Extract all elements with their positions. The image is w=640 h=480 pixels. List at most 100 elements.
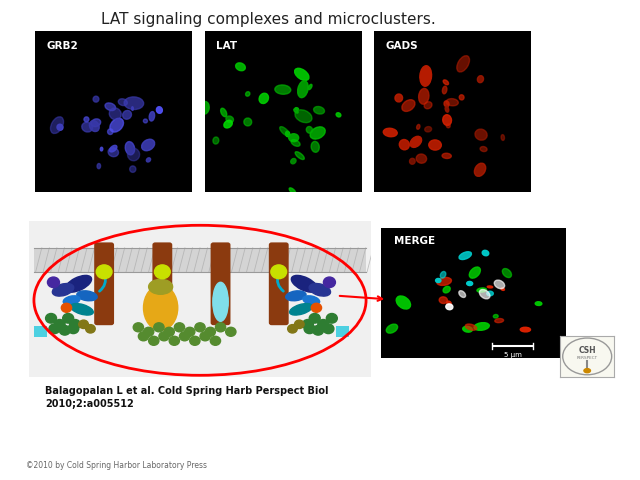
Ellipse shape	[51, 117, 63, 133]
Ellipse shape	[294, 109, 298, 113]
Ellipse shape	[86, 324, 95, 333]
Text: GADS: GADS	[385, 41, 418, 51]
Ellipse shape	[291, 158, 296, 164]
Ellipse shape	[195, 323, 205, 332]
Ellipse shape	[323, 324, 334, 334]
Ellipse shape	[148, 336, 159, 345]
Ellipse shape	[109, 108, 121, 120]
FancyBboxPatch shape	[336, 326, 349, 337]
Ellipse shape	[123, 110, 131, 119]
Ellipse shape	[383, 128, 397, 137]
Ellipse shape	[425, 127, 431, 132]
Ellipse shape	[93, 96, 99, 102]
Ellipse shape	[395, 94, 403, 102]
Ellipse shape	[221, 108, 227, 117]
Ellipse shape	[289, 188, 296, 194]
Ellipse shape	[97, 164, 100, 168]
Ellipse shape	[326, 313, 337, 323]
Ellipse shape	[109, 145, 117, 152]
Ellipse shape	[105, 103, 116, 110]
Ellipse shape	[184, 327, 195, 336]
Ellipse shape	[246, 92, 250, 96]
Ellipse shape	[226, 116, 234, 122]
Ellipse shape	[482, 250, 489, 256]
Ellipse shape	[460, 95, 464, 100]
Ellipse shape	[60, 325, 70, 335]
Ellipse shape	[138, 332, 148, 341]
Ellipse shape	[495, 319, 504, 323]
Ellipse shape	[280, 127, 290, 136]
Ellipse shape	[108, 129, 113, 134]
Ellipse shape	[459, 291, 465, 298]
Ellipse shape	[148, 279, 173, 294]
Circle shape	[96, 265, 112, 279]
Ellipse shape	[141, 139, 155, 151]
Ellipse shape	[147, 158, 150, 162]
Ellipse shape	[84, 117, 89, 122]
Ellipse shape	[61, 303, 72, 312]
Ellipse shape	[143, 285, 178, 330]
Ellipse shape	[130, 166, 136, 172]
Ellipse shape	[205, 327, 216, 336]
Ellipse shape	[57, 124, 63, 130]
FancyBboxPatch shape	[152, 242, 172, 325]
Ellipse shape	[445, 107, 449, 112]
Ellipse shape	[244, 118, 252, 126]
Ellipse shape	[402, 100, 415, 111]
Ellipse shape	[487, 286, 493, 288]
Ellipse shape	[156, 107, 163, 113]
Ellipse shape	[149, 111, 155, 121]
Ellipse shape	[416, 154, 427, 163]
Ellipse shape	[487, 291, 493, 296]
Ellipse shape	[189, 336, 200, 345]
Ellipse shape	[439, 297, 447, 303]
Ellipse shape	[318, 320, 329, 329]
Ellipse shape	[410, 136, 422, 147]
Ellipse shape	[310, 127, 325, 139]
Ellipse shape	[313, 325, 324, 335]
Ellipse shape	[502, 268, 511, 277]
Ellipse shape	[459, 252, 472, 260]
Ellipse shape	[444, 101, 449, 107]
Ellipse shape	[304, 324, 315, 334]
Ellipse shape	[133, 323, 143, 332]
Ellipse shape	[477, 288, 486, 292]
Ellipse shape	[443, 287, 450, 293]
Text: GRB2: GRB2	[46, 41, 78, 51]
Ellipse shape	[154, 323, 164, 332]
Ellipse shape	[446, 98, 458, 106]
Ellipse shape	[90, 120, 99, 132]
Text: MERGE: MERGE	[394, 236, 435, 246]
Ellipse shape	[410, 158, 415, 164]
Ellipse shape	[396, 296, 410, 309]
Ellipse shape	[311, 142, 319, 152]
Ellipse shape	[91, 119, 100, 127]
Ellipse shape	[477, 76, 484, 83]
Ellipse shape	[424, 102, 432, 109]
Ellipse shape	[63, 313, 74, 323]
Ellipse shape	[584, 369, 591, 372]
Text: LAT: LAT	[216, 41, 237, 51]
Ellipse shape	[224, 120, 232, 128]
Ellipse shape	[63, 296, 80, 305]
Ellipse shape	[82, 122, 93, 132]
Ellipse shape	[474, 323, 490, 330]
Ellipse shape	[285, 131, 290, 137]
Ellipse shape	[77, 291, 97, 301]
Ellipse shape	[236, 63, 245, 71]
Ellipse shape	[45, 313, 56, 323]
Ellipse shape	[480, 146, 487, 152]
Ellipse shape	[295, 152, 305, 159]
Ellipse shape	[494, 280, 504, 288]
Ellipse shape	[143, 327, 154, 336]
Circle shape	[271, 265, 287, 279]
Ellipse shape	[213, 137, 219, 144]
Ellipse shape	[387, 324, 397, 333]
Ellipse shape	[259, 93, 269, 104]
Ellipse shape	[437, 277, 451, 286]
Ellipse shape	[302, 320, 314, 329]
Ellipse shape	[493, 314, 498, 318]
Ellipse shape	[118, 99, 127, 106]
Ellipse shape	[295, 110, 312, 123]
Ellipse shape	[298, 81, 308, 97]
